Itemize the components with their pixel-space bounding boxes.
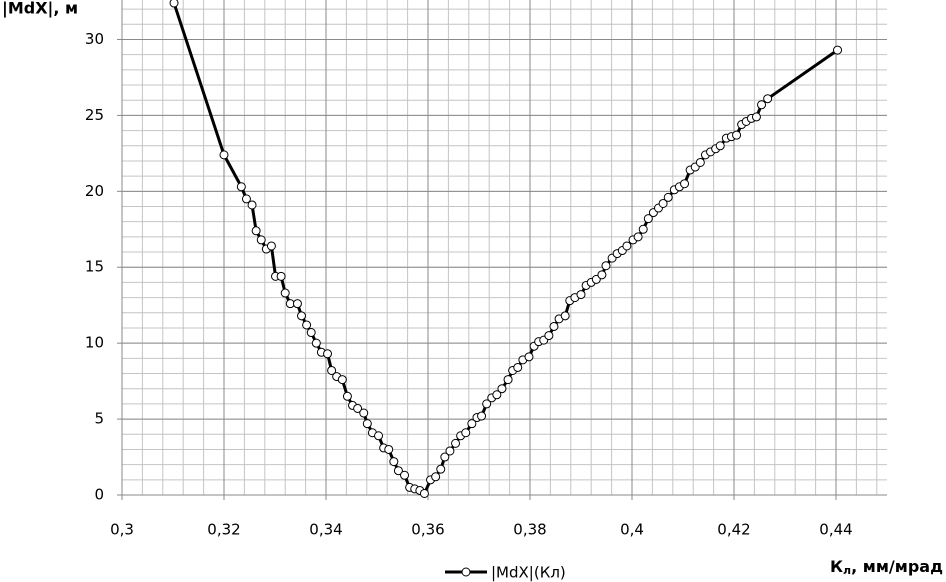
data-point: [384, 444, 394, 454]
y-tick-label: 25: [85, 106, 104, 124]
data-point: [663, 192, 673, 202]
data-point: [695, 157, 705, 167]
data-point: [477, 411, 487, 421]
data-point: [297, 311, 307, 321]
data-point: [461, 428, 471, 438]
x-label-part: , мм/мрад: [851, 557, 943, 576]
data-point: [658, 198, 668, 208]
legend-label: |MdX|(Кл): [491, 564, 566, 582]
data-point: [292, 299, 302, 309]
data-point: [503, 375, 513, 385]
data-point: [638, 224, 648, 234]
x-tick-label: 0,4: [620, 521, 644, 539]
data-point: [362, 419, 372, 429]
x-tick-label: 0,42: [717, 521, 750, 539]
grid: [121, 0, 887, 496]
data-point: [327, 365, 337, 375]
y-tick-label: 0: [94, 486, 104, 504]
data-point: [266, 241, 276, 251]
data-point: [440, 452, 450, 462]
data-point: [643, 214, 653, 224]
data-point: [236, 182, 246, 192]
x-tick-label: 0,38: [513, 521, 546, 539]
data-point: [393, 466, 403, 476]
data-point: [467, 419, 477, 429]
x-label-part: К: [830, 557, 843, 576]
data-point: [419, 488, 429, 498]
data-point: [544, 331, 554, 341]
data-point: [276, 271, 286, 281]
y-tick-label: 20: [85, 182, 104, 200]
data-point: [323, 349, 333, 359]
data-point: [757, 100, 767, 110]
data-point: [219, 150, 229, 160]
data-point: [482, 399, 492, 409]
x-tick-label: 0,34: [309, 521, 342, 539]
data-point: [524, 352, 534, 362]
data-point: [311, 338, 321, 348]
data-point: [622, 241, 632, 251]
data-point: [763, 94, 773, 104]
data-point: [436, 464, 446, 474]
data-point: [353, 403, 363, 413]
data-point: [374, 431, 384, 441]
data-point: [732, 130, 742, 140]
x-tick-label: 0,3: [110, 521, 134, 539]
x-label-sub: л: [843, 564, 851, 577]
data-point: [601, 261, 611, 271]
data-point: [247, 200, 257, 210]
data-point: [492, 390, 502, 400]
data-point: [751, 112, 761, 122]
data-point: [597, 270, 607, 280]
data-point: [256, 235, 266, 245]
data-point: [342, 391, 352, 401]
data-point: [280, 288, 290, 298]
data-point: [302, 320, 312, 330]
y-axis-label: |MdX|, м: [2, 0, 78, 19]
data-point: [251, 226, 261, 236]
data-point: [445, 446, 455, 456]
data-point: [576, 290, 586, 300]
data-point: [549, 321, 559, 331]
data-point: [169, 0, 179, 8]
data-point: [451, 438, 461, 448]
data-point: [337, 375, 347, 385]
legend-marker: [461, 567, 471, 577]
data-point: [431, 472, 441, 482]
data-point: [389, 457, 399, 467]
data-point: [680, 179, 690, 189]
x-tick-label: 0,36: [411, 521, 444, 539]
x-axis-label: Кл, мм/мрад: [830, 557, 943, 578]
data-point: [497, 384, 507, 394]
data-point: [359, 408, 369, 418]
data-point: [715, 141, 725, 151]
data-point: [400, 470, 410, 480]
x-tick-label: 0,44: [819, 521, 852, 539]
data-point: [306, 328, 316, 338]
y-tick-label: 30: [85, 30, 104, 48]
data-point: [241, 194, 251, 204]
data-point: [633, 232, 643, 242]
data-point: [513, 362, 523, 372]
data-point: [833, 45, 843, 55]
y-tick-label: 15: [85, 258, 104, 276]
x-tick-label: 0,32: [207, 521, 240, 539]
y-tick-label: 5: [94, 410, 104, 428]
data-point: [560, 311, 570, 321]
y-tick-label: 10: [85, 334, 104, 352]
